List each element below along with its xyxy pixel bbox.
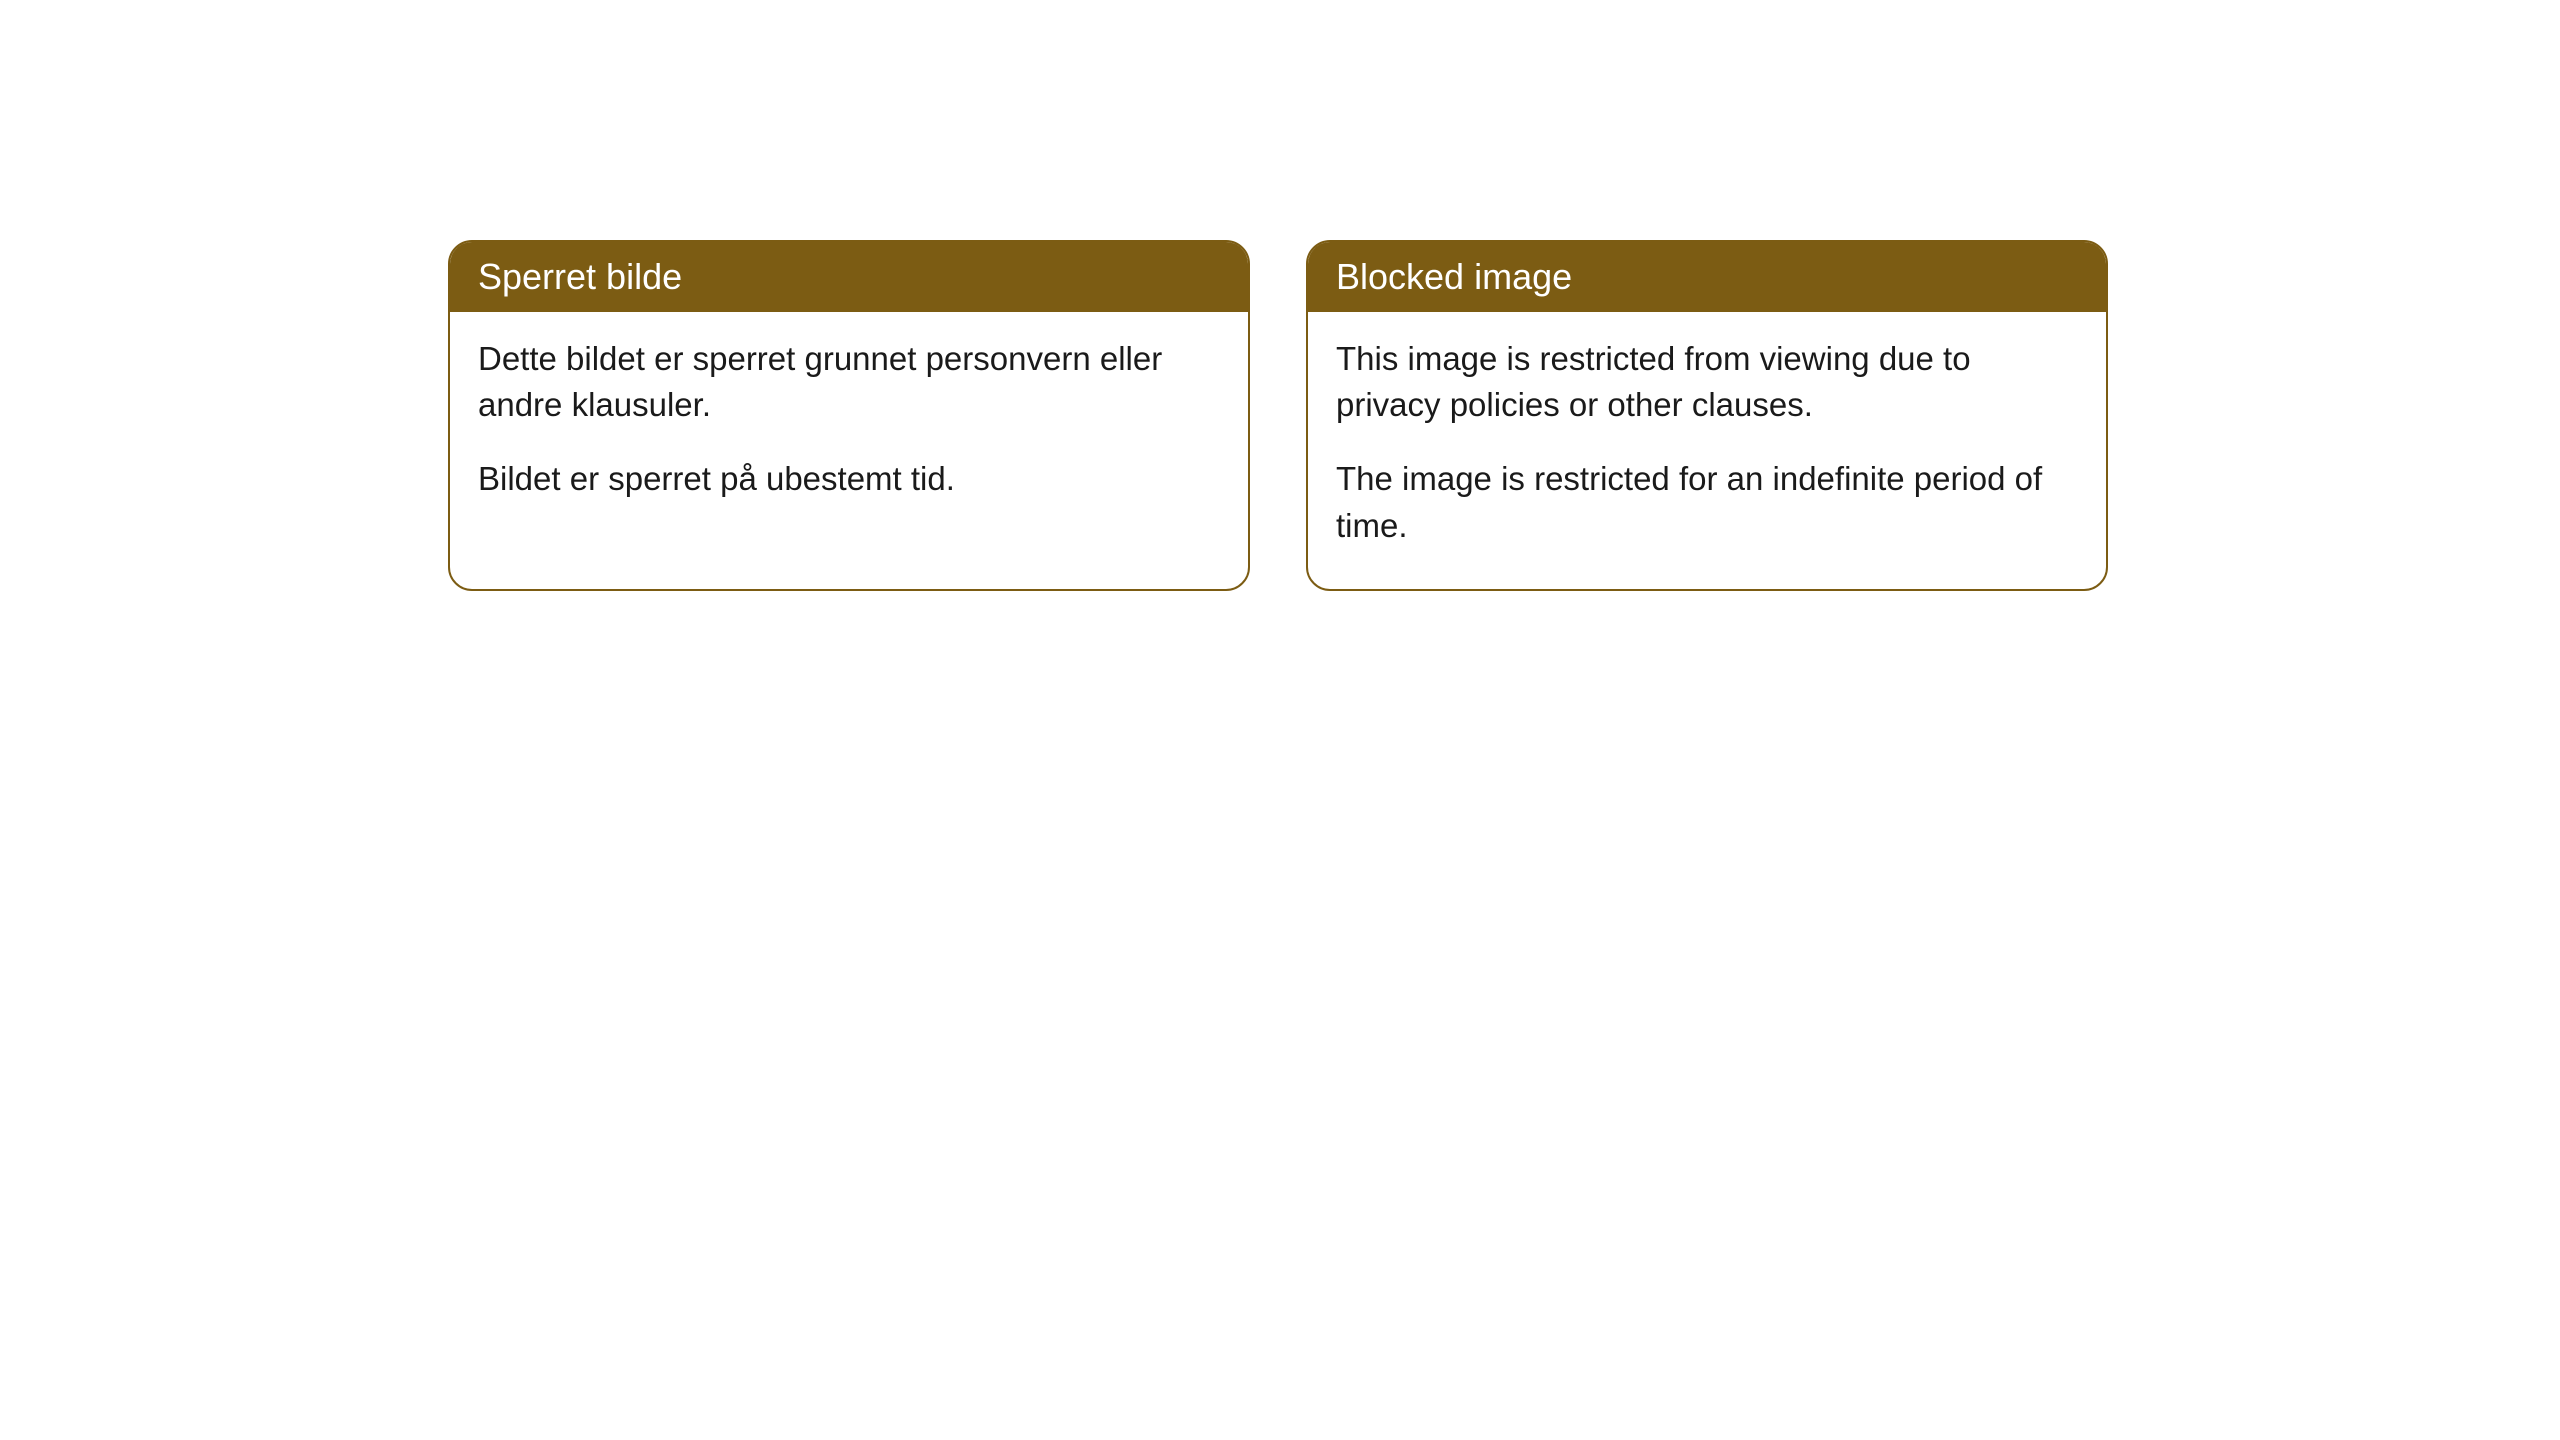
card-paragraph: Bildet er sperret på ubestemt tid.	[478, 456, 1220, 502]
card-body: This image is restricted from viewing du…	[1308, 312, 2106, 589]
card-header: Blocked image	[1308, 242, 2106, 312]
notice-card-english: Blocked image This image is restricted f…	[1306, 240, 2108, 591]
notice-cards-container: Sperret bilde Dette bildet er sperret gr…	[448, 240, 2108, 591]
notice-card-norwegian: Sperret bilde Dette bildet er sperret gr…	[448, 240, 1250, 591]
card-paragraph: This image is restricted from viewing du…	[1336, 336, 2078, 428]
card-body: Dette bildet er sperret grunnet personve…	[450, 312, 1248, 543]
card-title: Blocked image	[1336, 256, 1572, 297]
card-paragraph: Dette bildet er sperret grunnet personve…	[478, 336, 1220, 428]
card-paragraph: The image is restricted for an indefinit…	[1336, 456, 2078, 548]
card-header: Sperret bilde	[450, 242, 1248, 312]
card-title: Sperret bilde	[478, 256, 682, 297]
